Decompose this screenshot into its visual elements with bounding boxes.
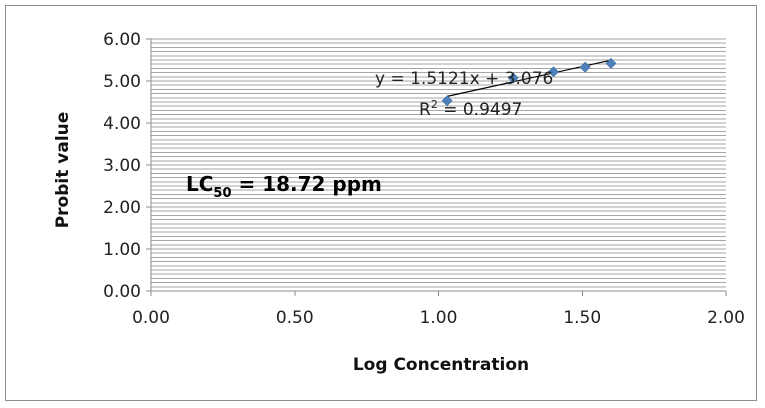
y-tick-label: 0.00 [103, 282, 141, 302]
gridlines [151, 38, 726, 288]
x-tick-label: 1.50 [563, 308, 601, 328]
trendline-r-squared: R2 = 0.9497 [419, 98, 522, 120]
r-squared-value: = 0.9497 [438, 100, 523, 120]
x-tick-label: 2.00 [707, 308, 745, 328]
chart-frame: 0.00 1.00 2.00 3.00 4.00 5.00 6.00 0.00 0.50 1.00… [5, 5, 757, 401]
data-points [441, 57, 617, 107]
tick-labels: 0.00 1.00 2.00 3.00 4.00 5.00 6.00 0.00 0.50 1.00… [103, 30, 745, 328]
x-tick-label: 0.00 [132, 308, 170, 328]
lc50-prefix: LC [186, 172, 213, 196]
x-axis-title: Log Concentration [353, 355, 529, 375]
y-tick-label: 3.00 [103, 156, 141, 176]
y-tick-label: 4.00 [103, 114, 141, 134]
r-squared-superscript: 2 [431, 98, 438, 111]
data-point [507, 72, 519, 84]
data-point [548, 66, 559, 78]
y-tick-label: 6.00 [103, 30, 141, 50]
data-point [605, 57, 617, 69]
lc50-value: = 18.72 ppm [232, 172, 382, 196]
lc50-annotation: LC50 = 18.72 ppm [186, 172, 382, 201]
y-tick-label: 5.00 [103, 72, 141, 92]
data-point [579, 61, 591, 73]
y-axis-title: Probit value [53, 112, 73, 229]
trendline-equation: y = 1.5121x + 3.076 [375, 69, 553, 89]
y-tick-label: 2.00 [103, 198, 141, 218]
r-squared-prefix: R [419, 100, 431, 120]
x-tick-label: 0.50 [276, 308, 314, 328]
lc50-subscript: 50 [213, 186, 231, 201]
x-tick-label: 1.00 [420, 308, 458, 328]
data-point [441, 95, 453, 107]
chart-canvas: 0.00 1.00 2.00 3.00 4.00 5.00 6.00 0.00 0.50 1.00… [53, 30, 745, 375]
y-tick-label: 1.00 [103, 240, 141, 260]
